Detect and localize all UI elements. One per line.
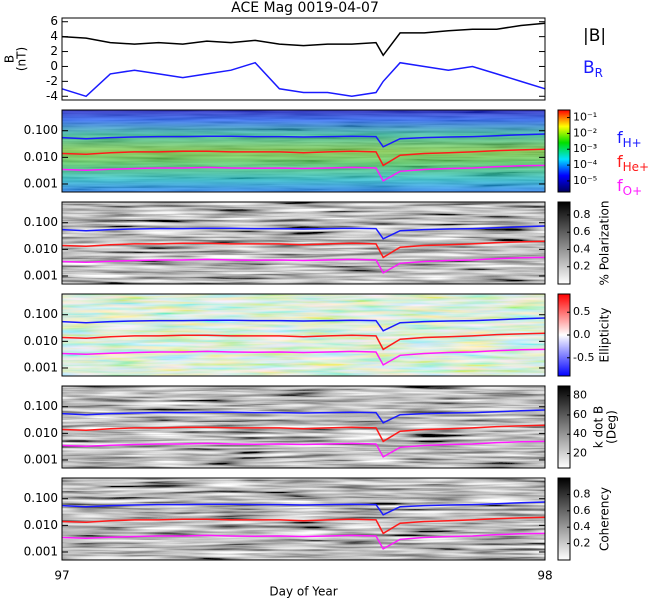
colorbar-tick-label: 80: [573, 389, 587, 402]
y-tick-label: 0.100: [24, 491, 58, 505]
y-tick-label: 0.001: [24, 176, 58, 190]
legend-name: f: [617, 176, 623, 195]
series-line: [61, 22, 546, 57]
colorbar: [557, 477, 571, 561]
y-tick-label: 0.010: [24, 334, 58, 348]
colorbar-tick-label: 10⁻³: [573, 142, 597, 155]
legend-name: |B|: [583, 26, 606, 46]
spectrogram-texture: [62, 478, 545, 560]
colorbar-label: (Deg): [605, 410, 619, 444]
y-tick-label: 0.100: [24, 123, 58, 137]
series-line: [61, 148, 546, 167]
colorbar-tick-label: -0.5: [573, 351, 594, 364]
y-tick-label: -2: [46, 74, 58, 88]
plot-frame: [61, 201, 546, 285]
colorbar-label: Coherency: [598, 487, 612, 551]
series-line: [61, 516, 546, 535]
colorbar-tick-label: 10⁻⁵: [573, 174, 597, 187]
plot-frame: [61, 477, 546, 561]
colorbar-tick-label: 0.6: [573, 225, 591, 238]
plot-frame: [61, 385, 546, 469]
series-line: [61, 317, 546, 332]
plot-frame: [61, 109, 546, 193]
series-line: [61, 409, 546, 424]
legend-entry: BR: [583, 58, 603, 80]
chart-title: ACE Mag 0019-04-07: [231, 0, 379, 16]
y-tick-label: 0.010: [24, 242, 58, 256]
y-tick-label: 0.001: [24, 268, 58, 282]
colorbar-tick-label: 0.4: [573, 242, 591, 255]
x-axis-label: Day of Year: [269, 585, 337, 599]
colorbar-tick-label: 0.2: [573, 260, 591, 273]
y-tick-label: 0.100: [24, 307, 58, 321]
colorbar-tick-label: 0.2: [573, 537, 591, 550]
y-tick-label: 0: [50, 59, 58, 73]
series-line: [61, 133, 546, 148]
y-tick-label: -4: [46, 89, 58, 103]
colorbar-tick-label: 40: [573, 427, 587, 440]
y-tick-label: 6: [50, 14, 58, 28]
spectrogram-texture: [62, 386, 545, 468]
spectrogram-texture: [62, 202, 545, 284]
colorbar-tick-label: 0.5: [573, 305, 591, 318]
plot-frame: [61, 293, 546, 377]
colorbar: [557, 201, 571, 285]
series-line: [61, 332, 546, 351]
colorbar-tick-label: 20: [573, 447, 587, 460]
series-line: [61, 225, 546, 240]
colorbar-label: % Polarization: [598, 201, 612, 286]
legend-name: B: [583, 58, 595, 78]
colorbar: [557, 385, 571, 469]
legend-sub: O+: [623, 184, 643, 198]
series-line: [61, 348, 546, 366]
y-tick-label: 4: [50, 29, 58, 43]
x-tick-label: 97: [54, 569, 69, 583]
legend-entry: fH+: [617, 128, 642, 150]
y-tick-label: 0.001: [24, 544, 58, 558]
series-line: [61, 501, 546, 516]
colorbar-tick-label: 0.6: [573, 504, 591, 517]
colorbar: [557, 109, 571, 193]
series-line: [61, 440, 546, 458]
y-tick-label: 2: [50, 44, 58, 58]
series-line: [61, 164, 546, 182]
colorbar-tick-label: 0.8: [573, 487, 591, 500]
colorbar-label: k dot B: [592, 406, 606, 448]
y-tick-label: 0.100: [24, 399, 58, 413]
series-line: [61, 256, 546, 274]
legend-entry: fHe+: [617, 152, 649, 174]
y-tick-label: 0.010: [24, 426, 58, 440]
y-tick-label: 0.010: [24, 150, 58, 164]
y-axis-label: (nT): [15, 47, 29, 71]
colorbar-label: Ellipticity: [598, 308, 612, 363]
legend-entry: |B|: [583, 26, 606, 46]
legend-sub: He+: [623, 160, 649, 174]
spectrogram-texture: [62, 294, 545, 376]
y-tick-label: 0.001: [24, 360, 58, 374]
legend-sub: H+: [623, 136, 642, 150]
legend-entry: fO+: [617, 176, 642, 198]
colorbar-tick-label: 10⁻¹: [573, 111, 597, 124]
colorbar-tick-label: 10⁻⁴: [573, 158, 598, 171]
legend-name: f: [617, 128, 623, 147]
plot-frame: [61, 17, 546, 101]
y-tick-label: 0.001: [24, 452, 58, 466]
series-line: [61, 424, 546, 443]
series-line: [61, 532, 546, 550]
y-axis-label: B: [3, 55, 17, 63]
legend-name: f: [617, 152, 623, 171]
y-tick-label: 0.010: [24, 518, 58, 532]
series-line: [61, 61, 546, 98]
colorbar-tick-label: 0.4: [573, 520, 591, 533]
x-tick-label: 98: [537, 569, 552, 583]
spectrogram-texture: [62, 110, 545, 192]
series-line: [61, 240, 546, 259]
colorbar-tick-label: 60: [573, 408, 587, 421]
colorbar-tick-label: 10⁻²: [573, 126, 597, 139]
colorbar-tick-label: 0.8: [573, 208, 591, 221]
y-tick-label: 0.100: [24, 215, 58, 229]
legend-sub: R: [595, 66, 603, 80]
colorbar-tick-label: 0.0: [573, 328, 591, 341]
